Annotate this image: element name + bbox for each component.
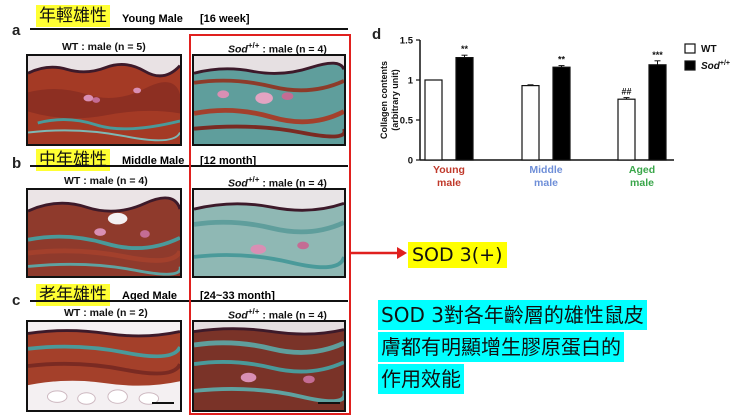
panel-letter-a: a [12,22,21,39]
sod-column-highlight [189,34,351,415]
row-c-wt-title: WT : male (n = 2) [64,307,148,319]
row-c-sod-sup: +/+ [247,307,260,316]
row-a-sod-suffix: : male (n = 4) [259,43,327,56]
row-b-cn-label: 中年雄性 [36,149,110,171]
histology-image-a-sod [192,54,346,146]
bar-wt-2 [617,98,636,161]
histology-image-c-wt [26,320,182,412]
bar-wt-0 [424,79,443,161]
collagen-bar-chart: 0 0.5 1 1.5 Collagen contents (arbitrary unit… [379,36,730,190]
panel-letter-d: d [372,26,382,43]
summary-note-line1: SOD 3對各年齡層的雄性鼠皮 [378,300,647,330]
y-tick-label: 1 [408,76,414,87]
row-b-sod-name: Sod [228,177,248,190]
legend-label-wt: WT [701,44,717,55]
bar-sod-1 [552,66,571,161]
category-label-line2: male [534,177,558,189]
histology-image-c-sod [192,320,346,412]
y-tick-label: 0 [408,156,413,167]
y-tick-label: 0.5 [400,116,414,127]
category-label-line2: male [630,177,654,189]
row-a-cn-label: 年輕雄性 [36,5,110,27]
significance-mark: ** [558,55,566,65]
legend-swatch-sod [684,60,696,71]
bar-wt-1 [521,84,540,161]
panel-letter-c: c [12,292,21,309]
y-tick-label: 1.5 [400,36,414,47]
row-b-en-label: Middle Male [122,155,185,167]
category-label-line1: Aged [629,164,655,176]
scale-bar-c-sod [318,402,340,404]
category-label-line1: Young [433,164,465,176]
row-c-sod-suffix: : male (n = 4) [259,309,327,322]
legend-label-sod: Sod+/+ [701,60,730,72]
row-a-sod-name: Sod [228,43,248,56]
bar-sod-2 [648,64,667,161]
panel-letter-b: b [12,155,22,172]
histology-image-a-wt [26,54,182,146]
bar-sod-0 [455,57,474,161]
y-axis-label-line1: Collagen contents [379,61,389,139]
row-a-en-label: Young Male [122,13,183,25]
row-c-sod-title: Sod+/+ : male (n = 4) [228,307,327,322]
y-axis-label-line2: (arbitrary unit) [390,69,400,131]
row-c-cn-label: 老年雄性 [36,284,110,306]
significance-mark: *** [652,50,663,60]
row-c-sod-name: Sod [228,309,248,322]
histology-image-b-wt [26,188,182,278]
row-a-wt-title: WT : male (n = 5) [62,41,146,53]
row-b-sod-sup: +/+ [247,175,260,184]
significance-mark: ** [461,44,469,54]
histology-image-b-sod [192,188,346,278]
scale-bar-c-wt [152,402,174,404]
row-b-age: [12 month] [200,155,257,167]
row-a-sod-title: Sod+/+ : male (n = 4) [228,41,327,56]
significance-mark: ## [621,87,631,97]
summary-note-line2: 膚都有明顯增生膠原蛋白的 [378,332,624,362]
row-a-age: [16 week] [200,13,250,25]
summary-note-line3: 作用效能 [378,364,464,394]
row-b-sod-title: Sod+/+ : male (n = 4) [228,175,327,190]
row-a-rule [30,28,348,30]
sod3-positive-label: SOD 3(+) [408,242,507,268]
row-c-en-label: Aged Male [122,290,178,302]
row-a-sod-sup: +/+ [247,41,260,50]
row-b-sod-suffix: : male (n = 4) [259,177,327,190]
category-label-line1: Middle [529,164,562,176]
row-c-age: [24~33 month] [200,290,275,302]
arrow-to-label [351,247,407,259]
row-b-wt-title: WT : male (n = 4) [64,175,148,187]
category-label-line2: male [437,177,461,189]
legend-swatch-wt [684,43,696,54]
